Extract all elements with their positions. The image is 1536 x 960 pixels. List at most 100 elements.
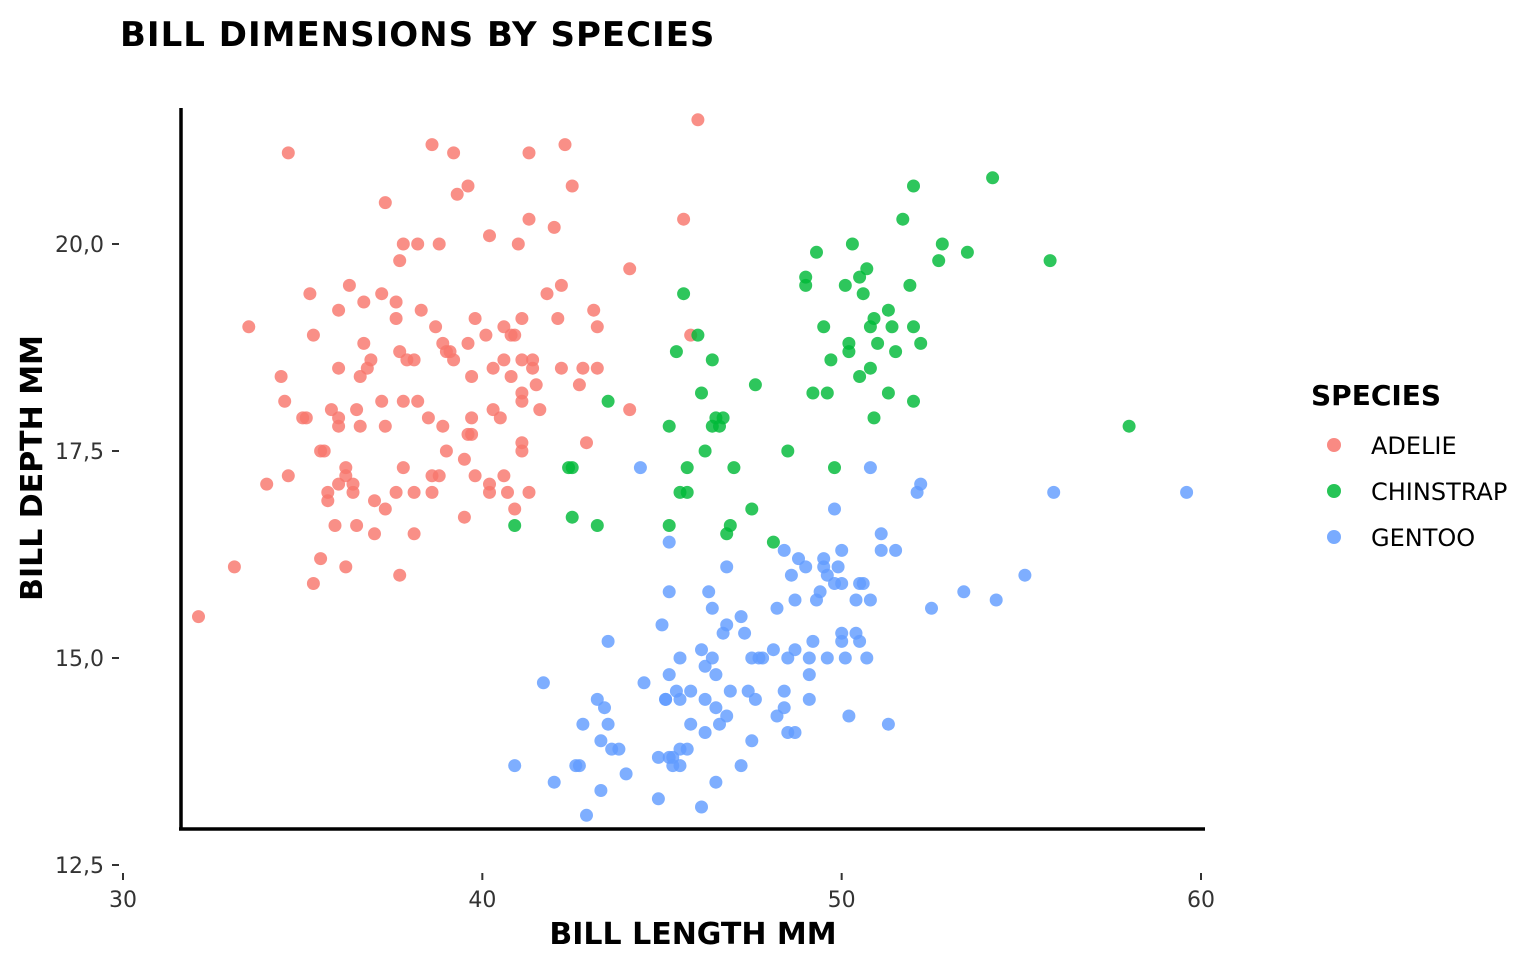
data-point [662, 585, 676, 599]
y-tick-label: 12,5 [55, 854, 104, 879]
data-point [680, 742, 694, 756]
data-point [835, 626, 849, 640]
data-point [867, 411, 881, 425]
data-point [817, 320, 831, 334]
data-point [511, 237, 525, 251]
data-point [720, 709, 734, 723]
data-point [781, 444, 795, 458]
data-point [709, 775, 723, 789]
data-point [806, 634, 820, 648]
data-point [393, 254, 407, 268]
data-point [813, 585, 827, 599]
data-point [457, 510, 471, 524]
data-point [853, 634, 867, 648]
data-point [357, 336, 371, 350]
data-point [633, 461, 647, 475]
data-point [784, 568, 798, 582]
legend-item-gentoo: GENTOO [1327, 524, 1475, 552]
data-point [723, 684, 737, 698]
data-point [378, 196, 392, 210]
legend-items: ADELIE CHINSTRAP GENTOO [1327, 432, 1507, 552]
x-axis-label: BILL LENGTH MM [549, 917, 836, 952]
data-point [612, 742, 626, 756]
data-point [698, 444, 712, 458]
data-point [1018, 568, 1032, 582]
data-point [508, 759, 522, 773]
data-point [932, 254, 946, 268]
data-point [881, 386, 895, 400]
data-point [770, 601, 784, 615]
data-point [565, 179, 579, 193]
series-gentoo [508, 461, 1194, 822]
data-point [817, 552, 831, 566]
data-point [396, 461, 410, 475]
data-point [508, 502, 522, 516]
data-point [748, 692, 762, 706]
data-point [465, 411, 479, 425]
legend-swatch [1327, 530, 1341, 544]
data-point [845, 237, 859, 251]
data-point [824, 353, 838, 367]
data-point [810, 245, 823, 259]
data-point [515, 312, 529, 325]
data-point [702, 585, 716, 599]
data-point [227, 560, 241, 574]
data-point [831, 560, 845, 574]
data-point [989, 593, 1003, 607]
data-point [536, 676, 550, 690]
data-point [885, 320, 899, 334]
data-point [802, 692, 816, 706]
x-tick-label: 30 [109, 888, 137, 913]
data-point [375, 394, 389, 408]
data-point [457, 452, 471, 466]
data-point [655, 618, 669, 632]
data-point [874, 527, 888, 541]
data-point [407, 485, 421, 499]
data-point [357, 295, 371, 309]
data-point [353, 419, 367, 433]
data-points [192, 113, 1194, 822]
data-point [447, 146, 461, 160]
data-point [587, 303, 601, 317]
data-point [486, 361, 500, 375]
data-point [695, 386, 708, 400]
data-point [590, 519, 604, 532]
data-point [339, 560, 353, 574]
data-point [551, 312, 565, 325]
data-point [907, 320, 920, 334]
y-tick-label: 15,0 [55, 647, 104, 672]
data-point [673, 651, 687, 665]
data-point [461, 336, 475, 350]
data-point [871, 336, 885, 350]
data-point [925, 601, 938, 615]
data-point [504, 370, 518, 383]
data-point [375, 287, 389, 301]
data-point [637, 676, 651, 690]
data-point [651, 792, 665, 806]
series-chinstrap [508, 171, 1136, 549]
legend-swatch [1327, 484, 1341, 498]
data-point [1122, 419, 1136, 433]
data-point [745, 734, 759, 748]
data-point [306, 577, 320, 590]
data-point [407, 353, 421, 367]
data-point [580, 808, 593, 822]
data-point [907, 394, 920, 408]
data-point [799, 560, 813, 574]
data-point [281, 146, 295, 160]
data-point [303, 287, 317, 301]
data-point [756, 651, 770, 665]
data-point [835, 543, 849, 557]
data-point [411, 394, 425, 408]
data-point [662, 535, 676, 549]
data-point [820, 386, 834, 400]
y-tick-label: 20,0 [55, 233, 104, 258]
data-point [407, 527, 421, 541]
data-point [709, 701, 723, 715]
data-point [554, 278, 568, 292]
data-point [497, 469, 511, 483]
data-point [669, 345, 683, 359]
data-point [881, 717, 895, 731]
data-point [662, 419, 676, 433]
data-point [738, 626, 752, 640]
